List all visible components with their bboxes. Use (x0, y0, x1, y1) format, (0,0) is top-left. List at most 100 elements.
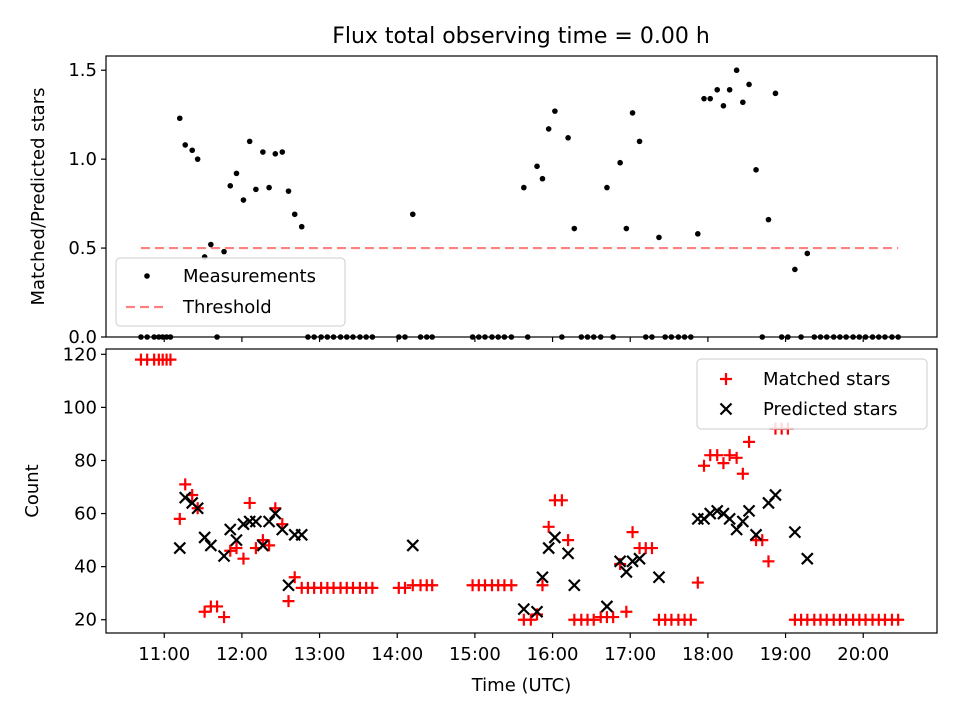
matched-star-marker (555, 494, 568, 507)
matched-star-marker (698, 459, 711, 472)
bottom-axes: 20 40 60 80 100 120 11:00 12:00 13:00 14:00 15:00 1… (22, 344, 938, 696)
measurement-point (753, 167, 759, 173)
measurement-point (694, 231, 701, 237)
y-tick-label: 1.5 (68, 60, 97, 81)
measurement-point (194, 156, 201, 162)
measurement-point (279, 149, 286, 155)
matched-star-marker (366, 581, 379, 594)
matched-star-marker (723, 449, 736, 462)
x-tick-label: 17:00 (604, 644, 656, 665)
matched-star-marker (179, 478, 192, 491)
measurement-point (240, 197, 247, 203)
predicted-star-marker (173, 541, 187, 555)
matched-star-marker (230, 542, 243, 555)
matched-star-marker (288, 571, 301, 584)
measurement-point (539, 175, 546, 182)
predicted-star-marker (517, 602, 531, 616)
matched-star-marker (224, 544, 237, 557)
measurement-point (221, 248, 227, 255)
y-tick-label: 0.5 (68, 238, 97, 259)
measurement-point (629, 110, 636, 116)
measurement-point (189, 147, 196, 154)
x-axis-label: Time (UTC) (471, 675, 572, 696)
y-axis-label: Count (22, 464, 43, 517)
predicted-star-marker (719, 402, 733, 416)
measurement-point (272, 151, 279, 157)
predicted-star-marker (548, 531, 562, 544)
matched-star-marker (282, 595, 295, 608)
x-tick-label: 11:00 (138, 644, 190, 665)
legend-label: Predicted stars (763, 399, 897, 420)
x-tick-label: 19:00 (760, 644, 812, 665)
predicted-star-marker (626, 555, 639, 568)
measurement-point (617, 159, 623, 166)
predicted-star-marker (269, 507, 282, 520)
matched-star-marker (237, 552, 250, 565)
predicted-star-marker (730, 523, 743, 536)
matched-star-marker (756, 534, 769, 547)
predicted-star-marker (723, 512, 736, 526)
matched-star-marker (173, 512, 186, 525)
measurement-point (792, 266, 798, 273)
matched-star-marker (524, 613, 537, 626)
predicted-star-marker (742, 504, 756, 518)
measurement-point (765, 216, 772, 223)
y-tick-label: 120 (63, 344, 97, 365)
predicted-star-marker (256, 539, 270, 552)
legend-label: Threshold (182, 297, 272, 318)
predicted-star-marker (600, 600, 614, 613)
measurement-point (726, 86, 733, 93)
matched-star-marker (736, 467, 749, 480)
measurement-point (298, 223, 305, 230)
predicted-star-marker (769, 488, 782, 502)
chart-title: Flux total observing time = 0.00 h (332, 24, 710, 49)
matched-star-marker (164, 353, 177, 366)
predicted-star-marker (703, 507, 717, 520)
predicted-star-marker (568, 578, 581, 592)
measurement-point (266, 184, 272, 191)
predicted-star-marker (788, 525, 802, 539)
predicted-star-marker (613, 555, 627, 568)
measurement-point (545, 126, 552, 132)
y-axis-label: Matched/Predicted stars (28, 88, 49, 306)
predicted-star-marker (230, 533, 243, 547)
predicted-star-marker (217, 549, 231, 563)
measurement-point (182, 142, 189, 148)
matched-star-marker (218, 611, 231, 624)
predicted-star-marker (249, 515, 263, 528)
predicted-star-marker (295, 528, 308, 542)
matched-star-marker (587, 613, 600, 626)
legend-measurement-marker (144, 273, 150, 279)
predicted-star-marker (620, 565, 633, 579)
predicted-star-marker (530, 605, 544, 619)
matched-star-marker (211, 600, 224, 613)
measurement-point (565, 135, 571, 141)
measurement-point (227, 183, 234, 189)
legend-box (696, 358, 928, 430)
predicted-star-marker (262, 515, 276, 528)
matched-star-marker (505, 579, 518, 592)
measurement-point (260, 149, 266, 155)
predicted-star-marker (406, 539, 420, 552)
matched-star-marker (717, 457, 730, 470)
predicted-star-marker (191, 501, 204, 515)
measurement-point (253, 186, 259, 193)
predicted-star-marker (282, 578, 295, 592)
y-tick-label: 40 (74, 557, 97, 578)
measurement-point (733, 67, 740, 74)
x-tick-label: 16:00 (527, 644, 579, 665)
x-tick-label: 15:00 (449, 644, 501, 665)
legend-label: Matched stars (763, 369, 890, 390)
matched-star-marker (626, 526, 639, 539)
matched-star-marker (762, 555, 775, 568)
y-tick-label: 80 (74, 450, 97, 471)
matched-star-marker (426, 579, 439, 592)
legend-label: Measurements (183, 266, 316, 287)
measurement-point (746, 81, 752, 88)
measurement-point (740, 99, 746, 106)
measurement-point (720, 102, 727, 109)
matched-star-marker (691, 576, 704, 589)
predicted-star-marker (801, 552, 814, 565)
measurement-point (291, 211, 298, 218)
